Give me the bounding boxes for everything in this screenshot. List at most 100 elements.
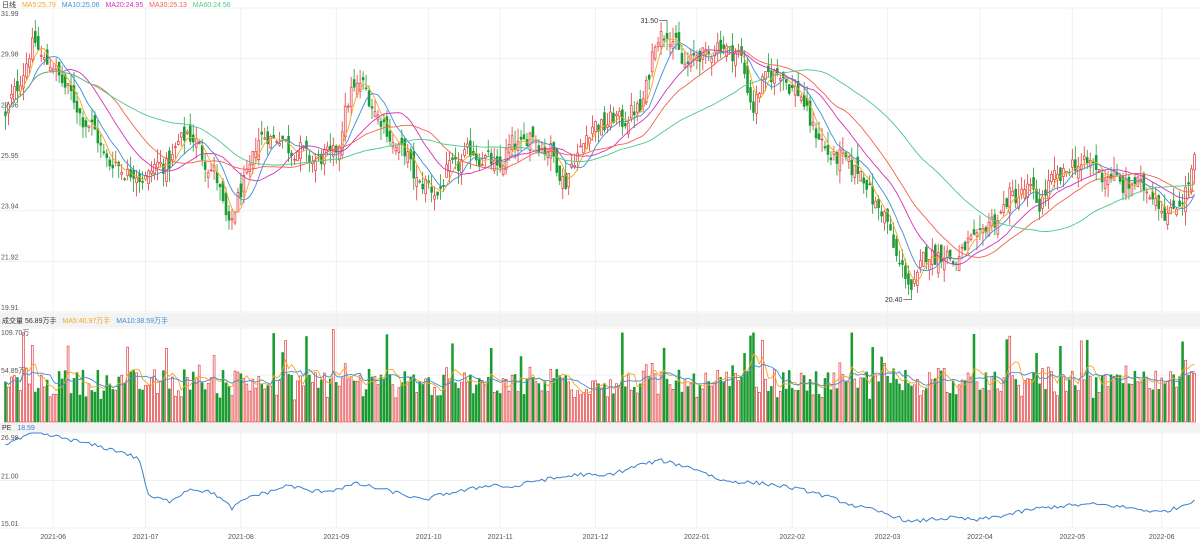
volume-bar (504, 379, 508, 423)
volume-bar (10, 376, 13, 423)
volume-bar (552, 378, 556, 423)
candle (770, 58, 773, 90)
candle (1023, 179, 1026, 202)
candle (185, 129, 189, 136)
volume-bar (680, 391, 684, 423)
candle (266, 126, 270, 156)
volume-bar (823, 378, 827, 423)
candle (716, 32, 719, 63)
candle (630, 92, 633, 123)
volume-bar (832, 372, 836, 423)
volume-bar (183, 369, 186, 423)
volume-bar (174, 395, 177, 423)
candle (311, 155, 314, 173)
candle (534, 135, 538, 153)
volume-bar (463, 372, 466, 423)
volume-bar (644, 364, 648, 423)
candle (81, 111, 85, 139)
candle (206, 169, 210, 189)
candle (704, 42, 708, 64)
volume-bar (1115, 374, 1119, 423)
volume-bar (483, 384, 487, 423)
volume-bar (188, 389, 192, 423)
grid (0, 7, 1200, 529)
volume-bar (928, 372, 931, 423)
candlestick-panel (4, 20, 1196, 300)
volume-bar (1065, 390, 1068, 423)
candle (883, 209, 886, 231)
volume-bar (826, 372, 830, 423)
volume-bar (638, 383, 642, 423)
candle (823, 140, 827, 151)
candle (1008, 182, 1012, 225)
candle (352, 69, 356, 92)
volume-bar (397, 387, 401, 423)
volume-bar (555, 369, 559, 423)
volume-bar (486, 377, 490, 423)
ma30-line (5, 49, 1195, 258)
candle (942, 245, 946, 282)
candle (51, 63, 55, 75)
volume-bar (343, 363, 347, 423)
volume-bar (731, 365, 734, 423)
candle (1154, 186, 1158, 211)
candle (811, 111, 815, 131)
volume-bar (150, 377, 153, 423)
volume-bar (624, 386, 627, 423)
volume-bar (1074, 385, 1077, 423)
candle (779, 75, 782, 92)
price-tick-label: 29.98 (1, 52, 19, 59)
volume-bar (904, 369, 907, 423)
volume-bar (1032, 372, 1035, 423)
volume-bar (221, 370, 225, 423)
volume-bar (1077, 390, 1080, 423)
legend-ma5: MA5:25.79 (21, 2, 56, 9)
volume-bar (1163, 383, 1166, 423)
volume-bar (585, 389, 588, 423)
candle (421, 171, 424, 194)
volume-bar (108, 383, 112, 423)
candle (582, 143, 585, 155)
volume-bar (1139, 381, 1143, 423)
date-tick-label: 2021-11 (488, 534, 513, 541)
volume-bar (361, 396, 365, 423)
volume-bar (171, 376, 174, 423)
candle (257, 127, 261, 166)
volume-bar (495, 390, 499, 423)
candle (951, 259, 955, 267)
candle (549, 135, 553, 172)
candle (481, 151, 484, 167)
volume-bar (19, 390, 22, 423)
volume-bar (117, 376, 121, 423)
candle (662, 35, 666, 48)
candle (1139, 165, 1143, 193)
candle (671, 27, 675, 60)
volume-bar (48, 396, 52, 423)
candle (960, 243, 964, 260)
candle (1050, 170, 1053, 185)
volume-bar (722, 381, 725, 423)
volume-bar (194, 377, 198, 423)
volume-bar (1136, 381, 1140, 423)
volume-bar (707, 381, 711, 423)
candle (719, 30, 722, 59)
candle (1071, 148, 1074, 178)
volume-bar (382, 378, 386, 423)
candle (391, 133, 395, 154)
candle (373, 99, 377, 118)
candle (653, 44, 657, 62)
svg-text:31.50: 31.50 (641, 18, 659, 25)
volume-bar (4, 381, 7, 423)
candle (1133, 174, 1137, 190)
volume-legend-ma10: MA10:38.59万手 (116, 318, 168, 325)
volume-bar (1011, 375, 1015, 423)
candle (111, 151, 115, 178)
candle (567, 173, 570, 195)
candle (1077, 157, 1080, 188)
volume-bar (1148, 388, 1152, 423)
volume-bar (701, 388, 705, 423)
volume-bar (45, 379, 49, 423)
volume-bar (90, 390, 94, 423)
volume-bar (665, 378, 669, 423)
candle (48, 57, 52, 72)
